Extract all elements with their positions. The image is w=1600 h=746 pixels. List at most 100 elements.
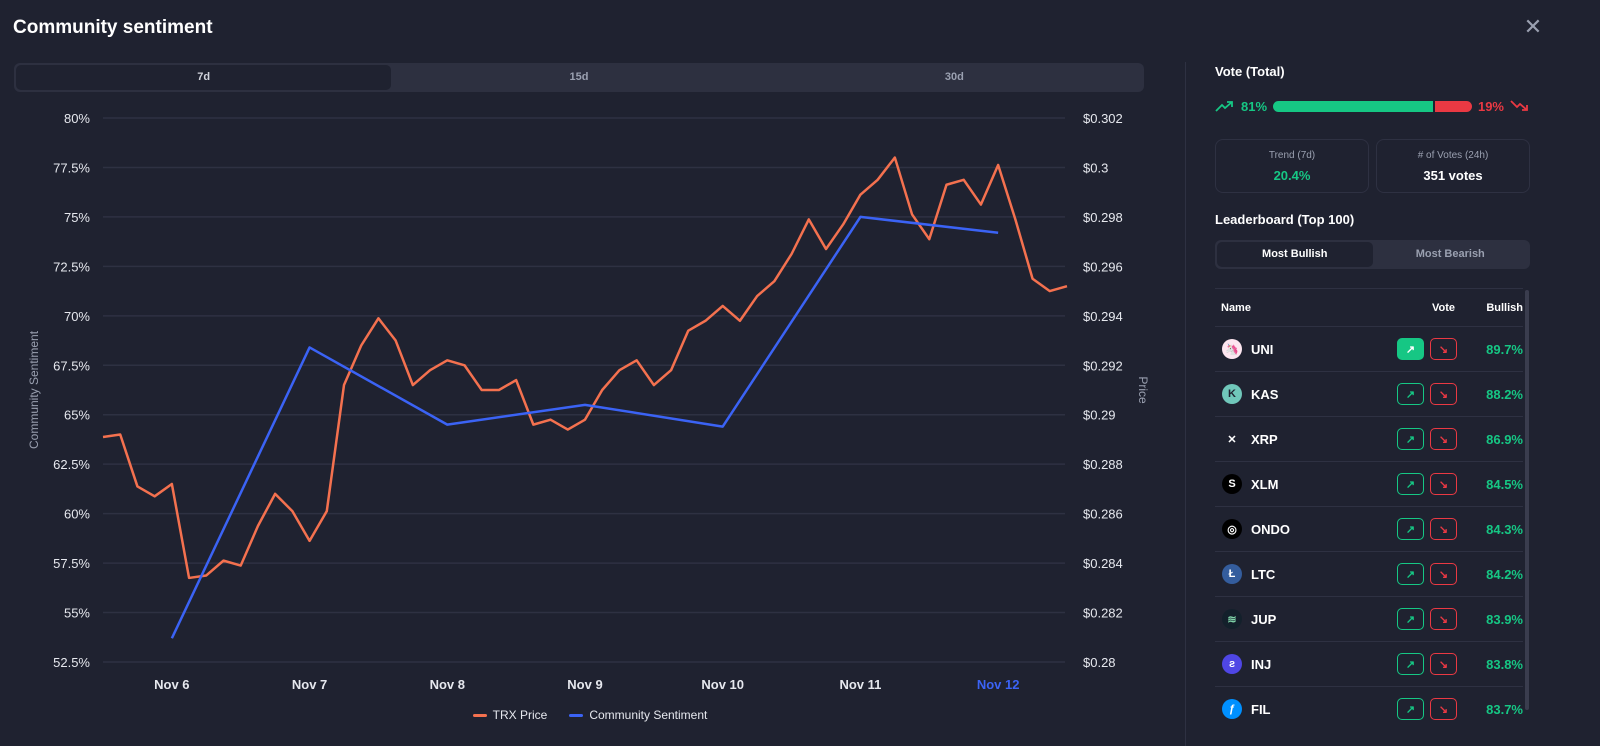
vote-title: Vote (Total) [1215,64,1285,79]
vote-bar-row: 81% 19% [1215,96,1530,116]
vote-bullish-button[interactable]: ↗ [1397,698,1424,720]
vote-bearish-button[interactable]: ↘ [1430,473,1457,495]
bullish-pct: 86.9% [1486,431,1523,447]
jup-logo-icon: ≋ [1222,609,1242,629]
legend-swatch [569,713,584,717]
y-tick-label: 70% [64,309,90,324]
y2-tick-label: $0.284 [1083,556,1123,571]
y-tick-label: 80% [64,111,90,126]
y2-tick-label: $0.288 [1083,457,1123,472]
coin-name[interactable]: UNI [1251,341,1274,357]
tab-30d[interactable]: 30d [944,71,964,83]
vote-bearish-button[interactable]: ↘ [1430,428,1457,450]
vote-bearish-button[interactable]: ↘ [1430,383,1457,405]
coin-name[interactable]: XLM [1251,476,1279,492]
y2-axis-title: Price [1136,376,1150,404]
panel-divider [1185,62,1186,746]
x-tick-label: Nov 10 [701,677,744,692]
stat-label: # of Votes (24h) [1417,150,1489,161]
column-vote: Vote [1432,301,1456,314]
vote-bullish-button[interactable]: ↗ [1397,428,1424,450]
bullish-pct: 81% [1241,98,1268,114]
column-name: Name [1221,301,1251,314]
vote-bearish-button[interactable]: ↘ [1430,563,1457,585]
table-row[interactable]: ƨ INJ ↗ ↘ 83.8% [1215,641,1523,686]
coin-name[interactable]: JUP [1251,611,1277,627]
bullish-pct: 84.2% [1486,566,1523,582]
bearish-fill [1434,100,1472,112]
table-row[interactable]: 🦄 UNI ↗ ↘ 89.7% [1215,326,1523,371]
vote-bullish-button[interactable]: ↗ [1397,653,1424,675]
coin-name[interactable]: KAS [1251,386,1279,402]
table-row[interactable]: ◎ ONDO ↗ ↘ 84.3% [1215,506,1523,551]
legend-swatch [472,713,487,717]
trend-down-icon [1510,100,1528,111]
y2-tick-label: $0.286 [1083,507,1123,522]
table-row[interactable]: S XLM ↗ ↘ 84.5% [1215,461,1523,506]
scrollbar[interactable] [1525,290,1529,710]
stat-label: Trend (7d) [1268,150,1316,161]
legend-label: TRX Price [492,708,548,722]
y-axis-title: Community Sentiment [27,330,41,449]
leaderboard-table: Name Vote Bullish 🦄 UNI ↗ ↘ 89.7% K KAS ↗… [1215,288,1523,731]
close-icon[interactable]: ✕ [1523,14,1543,39]
x-tick-label: Nov 11 [839,677,881,692]
y2-tick-label: $0.298 [1083,210,1123,225]
vote-bearish-button[interactable]: ↘ [1430,698,1457,720]
vote-bearish-button[interactable]: ↘ [1430,518,1457,540]
legend-label: Community Sentiment [589,708,708,722]
table-header: Name Vote Bullish [1215,288,1523,326]
tab-7d[interactable]: 7d [16,65,392,90]
tab-most-bearish[interactable]: Most Bearish [1415,248,1485,260]
table-row[interactable]: K KAS ↗ ↘ 88.2% [1215,371,1523,416]
bullish-pct: 83.9% [1486,611,1523,627]
bullish-pct: 83.8% [1486,656,1523,672]
votes-stat-card: # of Votes (24h) 351 votes [1376,139,1530,193]
table-row[interactable]: ƒ FIL ↗ ↘ 83.7% [1215,686,1523,731]
ltc-logo-icon: Ł [1222,564,1242,584]
y2-tick-label: $0.294 [1083,309,1123,324]
y-tick-label: 55% [64,606,90,621]
y-tick-label: 65% [64,408,90,423]
coin-name[interactable]: FIL [1251,701,1271,717]
coin-name[interactable]: ONDO [1251,521,1290,537]
coin-name[interactable]: LTC [1251,566,1276,582]
vote-bullish-button[interactable]: ↗ [1397,608,1424,630]
price-line [102,156,1068,580]
y2-tick-label: $0.3 [1083,160,1108,175]
inj-logo-icon: ƨ [1222,654,1242,674]
vote-bullish-button[interactable]: ↗ [1397,383,1424,405]
legend-item-sentiment[interactable]: Community Sentiment [569,708,707,722]
tab-15d[interactable]: 15d [569,71,589,83]
vote-bearish-button[interactable]: ↘ [1430,338,1457,360]
x-tick-label: Nov 9 [567,677,602,692]
x-tick-label: Nov 6 [154,677,189,692]
leaderboard-title: Leaderboard (Top 100) [1215,212,1355,227]
x-tick-label: Nov 12 [977,677,1020,692]
y-tick-label: 75% [64,210,90,225]
vote-bullish-button[interactable]: ↗ [1397,473,1424,495]
bearish-pct: 19% [1477,98,1504,114]
vote-bearish-button[interactable]: ↘ [1430,653,1457,675]
legend-item-price[interactable]: TRX Price [472,708,548,722]
sentiment-line [170,215,999,639]
y2-tick-label: $0.302 [1083,111,1123,126]
y2-tick-label: $0.296 [1083,259,1123,274]
coin-name[interactable]: INJ [1251,656,1272,672]
y2-tick-label: $0.282 [1083,606,1123,621]
table-row[interactable]: Ł LTC ↗ ↘ 84.2% [1215,551,1523,596]
x-tick-label: Nov 7 [292,677,327,692]
vote-bullish-button[interactable]: ↗ [1397,518,1424,540]
vote-bearish-button[interactable]: ↘ [1430,608,1457,630]
table-row[interactable]: ≋ JUP ↗ ↘ 83.9% [1215,596,1523,641]
table-row[interactable]: ✕ XRP ↗ ↘ 86.9% [1215,416,1523,461]
trend-up-icon [1215,101,1233,112]
xlm-logo-icon: S [1222,474,1242,494]
stat-value: 20.4% [1273,168,1311,183]
bullish-pct: 84.3% [1486,521,1523,537]
tab-most-bullish[interactable]: Most Bullish [1217,242,1373,267]
vote-bullish-button[interactable]: ↗ [1397,338,1424,360]
vote-bullish-button[interactable]: ↗ [1397,563,1424,585]
x-tick-label: Nov 8 [430,677,465,692]
coin-name[interactable]: XRP [1251,431,1278,447]
